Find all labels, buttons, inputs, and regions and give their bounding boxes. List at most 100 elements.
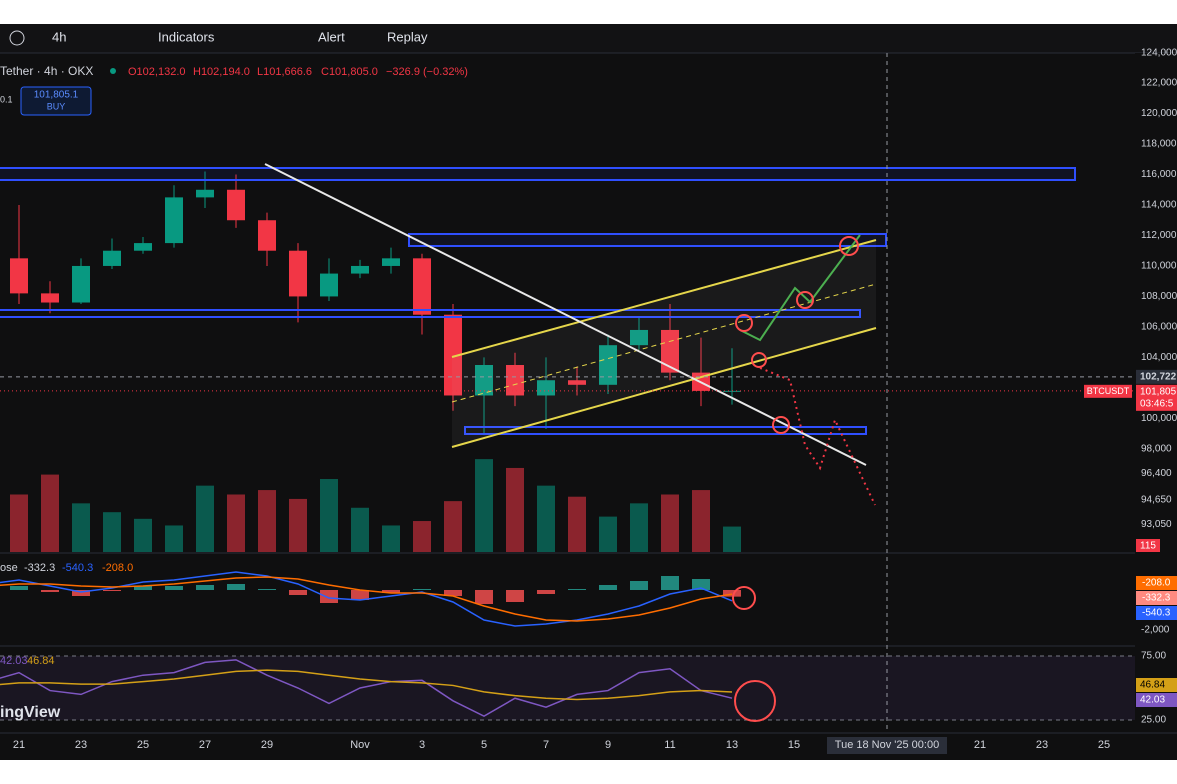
x-tick-label: Nov: [350, 739, 370, 751]
macd-value: -208.0: [1142, 578, 1171, 589]
macd-histogram: [723, 590, 741, 597]
buy-button[interactable]: [20, 86, 92, 116]
y-tick-label: 112,000: [1141, 230, 1177, 241]
zone: [464, 426, 867, 435]
candle-body: [599, 345, 617, 385]
macd-histogram: [41, 590, 59, 592]
zone: [0, 309, 861, 318]
x-tick-label: 9: [605, 739, 611, 751]
y-tick-label: 106,000: [1141, 322, 1177, 333]
volume-bar: [599, 516, 617, 552]
volume-bar: [723, 526, 741, 552]
macd-histogram: [444, 590, 462, 596]
macd-histogram: [382, 590, 400, 593]
volume-bar: [444, 501, 462, 552]
channel-line: [451, 327, 877, 448]
macd-histogram: [320, 590, 338, 603]
macd-histogram: [258, 589, 276, 590]
buy-price[interactable]: 101,805.1: [34, 90, 79, 101]
macd-histogram: [10, 586, 28, 590]
candle-body: [444, 314, 462, 396]
plot: [0, 171, 1135, 721]
candle-body: [258, 220, 276, 251]
symbol-box: [1084, 384, 1132, 398]
volume-label: 115: [1140, 541, 1156, 552]
volume-bar: [382, 525, 400, 552]
candle-body: [289, 250, 307, 297]
x-tick-label: 5: [481, 739, 487, 751]
candle-body: [630, 329, 648, 346]
macd-histogram: [196, 585, 214, 590]
x-tick-label: 21: [13, 739, 25, 751]
rsi-value-box: [1136, 678, 1177, 692]
bottom-strip: [0, 760, 1177, 784]
candle-body: [72, 265, 90, 303]
rsi-ma-line: [0, 669, 733, 701]
rsi-band: [0, 656, 1135, 720]
candle-body: [568, 380, 586, 385]
signal-line: [0, 576, 733, 622]
indicators[interactable]: Indicators: [158, 29, 215, 44]
last-price-box: [1136, 384, 1177, 411]
x-tick-label: 25: [1098, 739, 1110, 751]
ohlc: L101,666.6: [257, 66, 312, 78]
countdown: 03:46:5: [1140, 398, 1174, 409]
candle-body: [41, 293, 59, 303]
macd-histogram: [134, 586, 152, 590]
add-symbol[interactable]: [9, 30, 25, 46]
crosshair-x-box: [827, 737, 947, 754]
candle-body: [227, 189, 245, 221]
candle-body: [413, 258, 431, 315]
macd-line: [0, 571, 733, 627]
alert[interactable]: Alert: [318, 29, 345, 44]
volume-bar: [351, 507, 369, 552]
macd-value-box: [1136, 576, 1177, 590]
volume-bar: [41, 474, 59, 552]
y-tick-label: 110,000: [1141, 261, 1177, 272]
macd-histogram: [599, 585, 617, 590]
candle-body: [320, 273, 338, 297]
projection: [759, 367, 876, 506]
symbol-label: BTCUSDT: [1087, 386, 1130, 396]
macd-histogram: [289, 590, 307, 595]
y-tick-label: 124,000: [1141, 47, 1177, 58]
y-tick-label: 100,000: [1141, 413, 1177, 424]
zone: [408, 233, 887, 247]
y-tick-label: 25.00: [1141, 715, 1166, 726]
channel-line: [451, 239, 877, 358]
volume-bar: [258, 490, 276, 552]
volume-bar: [103, 512, 121, 552]
y-tick-label: 94,650: [1141, 494, 1172, 505]
x-tick-label: 25: [137, 739, 149, 751]
macd-legend: ose: [0, 562, 18, 574]
candle-body: [196, 189, 214, 198]
y-tick-label: -2,000: [1141, 625, 1170, 636]
x-tick-label: 27: [199, 739, 211, 751]
status-dot: [110, 68, 116, 74]
buy-label[interactable]: BUY: [47, 101, 66, 111]
y-tick-label: 104,000: [1141, 352, 1177, 363]
trend-line: [264, 163, 867, 466]
crosshair-y-label: 102,722: [1140, 371, 1177, 382]
ma-legend: 46.84: [27, 655, 55, 667]
volume-box: [1136, 539, 1160, 552]
ohlc: H102,194.0: [193, 66, 250, 78]
y-tick-label: 108,000: [1141, 291, 1177, 302]
macd-value: -332.3: [1142, 593, 1171, 604]
x-tick-label: 23: [1036, 739, 1048, 751]
ohlc: O102,132.0: [128, 66, 186, 78]
interval[interactable]: 4h: [52, 29, 66, 44]
candle-body: [351, 265, 369, 274]
symbol: Tether · 4h · OKX: [0, 64, 93, 78]
hist-legend: -332.3: [24, 562, 55, 574]
candle-body: [475, 365, 493, 396]
replay[interactable]: Replay: [387, 29, 428, 44]
candle-body: [382, 258, 400, 266]
candle-body: [165, 197, 183, 244]
volume-bar: [72, 503, 90, 552]
ohlc: −326.9 (−0.32%): [386, 66, 468, 78]
x-tick-label: 7: [543, 739, 549, 751]
volume-bar: [692, 490, 710, 552]
macd-histogram: [72, 590, 90, 596]
toolbar: [0, 24, 1177, 53]
